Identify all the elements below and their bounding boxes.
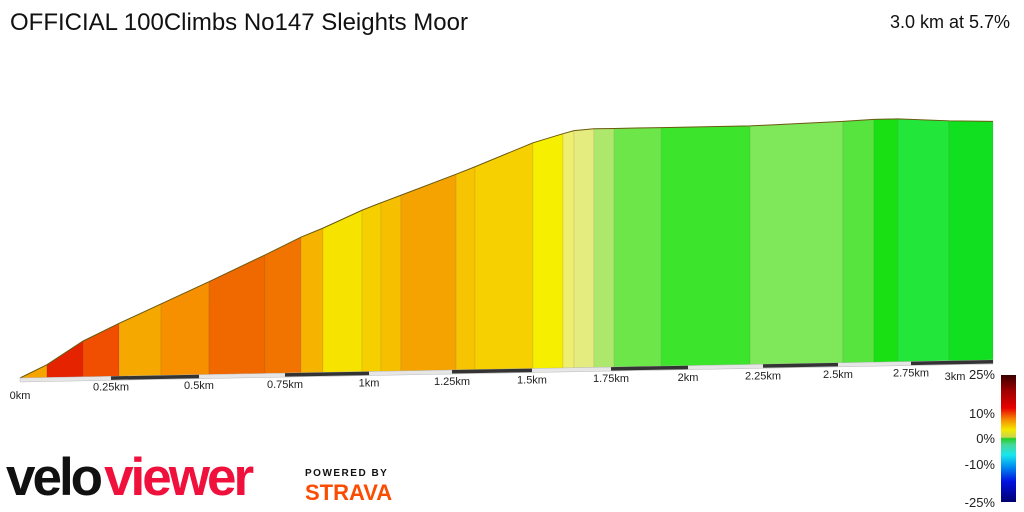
profile-segment [573,128,595,369]
x-tick-label: 0.75km [267,379,303,391]
legend-label: -25% [964,495,995,510]
powered-by-label: POWERED BY [305,468,389,479]
km-marker-band [451,368,533,374]
x-tick-label: 0km [10,390,31,402]
profile-segment [208,254,266,375]
profile-segment [361,202,382,372]
profile-segment [380,194,402,372]
profile-segment [455,166,476,371]
page-title: OFFICIAL 100Climbs No147 Sleights Moor [10,9,468,36]
profile-segment [873,118,899,363]
strava-logo: STRAVA [305,480,393,505]
profile-segment [613,127,662,368]
profile-segment [842,119,875,364]
legend-label: 10% [968,406,995,421]
km-marker-band [910,360,994,366]
profile-segment [46,340,84,378]
profile-segment [264,236,302,374]
profile-segment [160,281,210,376]
km-marker-band [284,371,370,377]
profile-segment [749,121,844,365]
x-tick-label: 1km [359,377,380,389]
x-tick-label: 1.75km [593,373,629,385]
profile-segment [948,120,994,362]
profile-segment [897,118,950,363]
x-tick-label: 3km [945,371,966,383]
x-tick-label: 1.25km [434,376,470,388]
profile-segment [532,133,564,369]
x-tick-label: 1.5km [517,375,547,387]
legend-label: 25% [968,367,995,382]
km-marker-band [762,362,839,368]
profile-segment [82,322,120,378]
x-tick-label: 2km [678,372,699,384]
gradient-color-scale [1001,375,1016,502]
profile-segment [593,128,615,368]
profile-outline [19,118,994,379]
x-tick-label: 2.25km [745,370,781,382]
profile-segment [474,142,534,370]
profile-segment [118,303,162,377]
profile-segment [300,227,324,374]
km-marker-band [610,365,689,371]
legend-label: 0% [976,431,995,446]
km-marker-band [110,374,200,380]
x-tick-label: 0.5km [184,380,214,392]
x-tick-label: 0.25km [93,382,129,394]
profile-segment [660,125,751,367]
veloviewer-logo: veloviewer [6,448,254,507]
legend-label: -10% [964,457,995,472]
profile-segment [322,209,363,373]
x-tick-label: 2.5km [823,369,853,381]
profile-segment [400,173,457,372]
x-tick-label: 2.75km [893,368,929,380]
profile-segment [562,130,575,369]
climb-summary: 3.0 km at 5.7% [889,12,1010,32]
